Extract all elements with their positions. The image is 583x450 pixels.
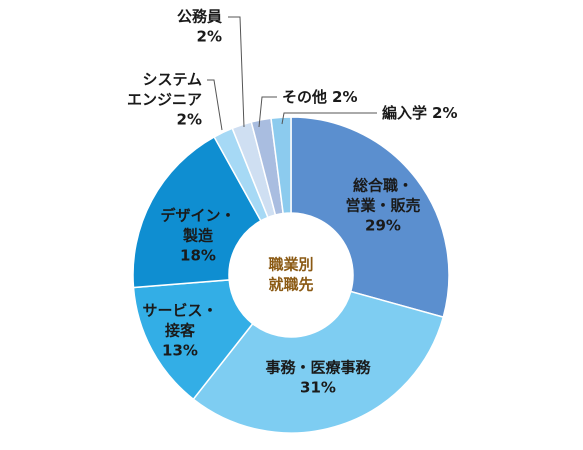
category-label: エンジニア <box>127 91 202 109</box>
leader-line <box>207 79 223 131</box>
slice-label: 編入学 2% <box>382 104 457 122</box>
category-label: 接客 <box>165 322 196 340</box>
slice-label: その他 2% <box>282 88 357 106</box>
slice <box>192 290 445 434</box>
leader-line <box>258 96 277 128</box>
leader-line <box>281 112 377 125</box>
category-label: システム <box>142 71 202 89</box>
leader-line <box>228 16 245 128</box>
slice <box>132 135 262 289</box>
value-label: 13% <box>162 342 198 360</box>
category-label: 営業・販売 <box>345 197 420 215</box>
value-label: 18% <box>180 247 216 265</box>
slice <box>270 116 292 215</box>
category-label: 製造 <box>182 227 213 245</box>
center-label: 職業別 <box>268 256 313 274</box>
value-label: 31% <box>300 379 336 397</box>
value-label: 2% <box>197 28 222 46</box>
value-label: 2% <box>432 104 457 122</box>
slice <box>132 279 254 401</box>
slice <box>290 116 450 319</box>
value-label: 29% <box>365 217 401 235</box>
center-label: 就職先 <box>268 276 313 294</box>
value-label: 2% <box>177 111 202 129</box>
value-label: 2% <box>332 88 357 106</box>
category-label: 総合職・ <box>353 177 413 195</box>
category-label: その他 <box>282 88 327 106</box>
category-label: 事務・医療事務 <box>265 359 371 377</box>
category-label: 公務員 <box>177 8 222 26</box>
category-label: デザイン・ <box>160 207 235 225</box>
category-label: 編入学 <box>382 104 427 122</box>
category-label: サービス・ <box>142 302 217 320</box>
